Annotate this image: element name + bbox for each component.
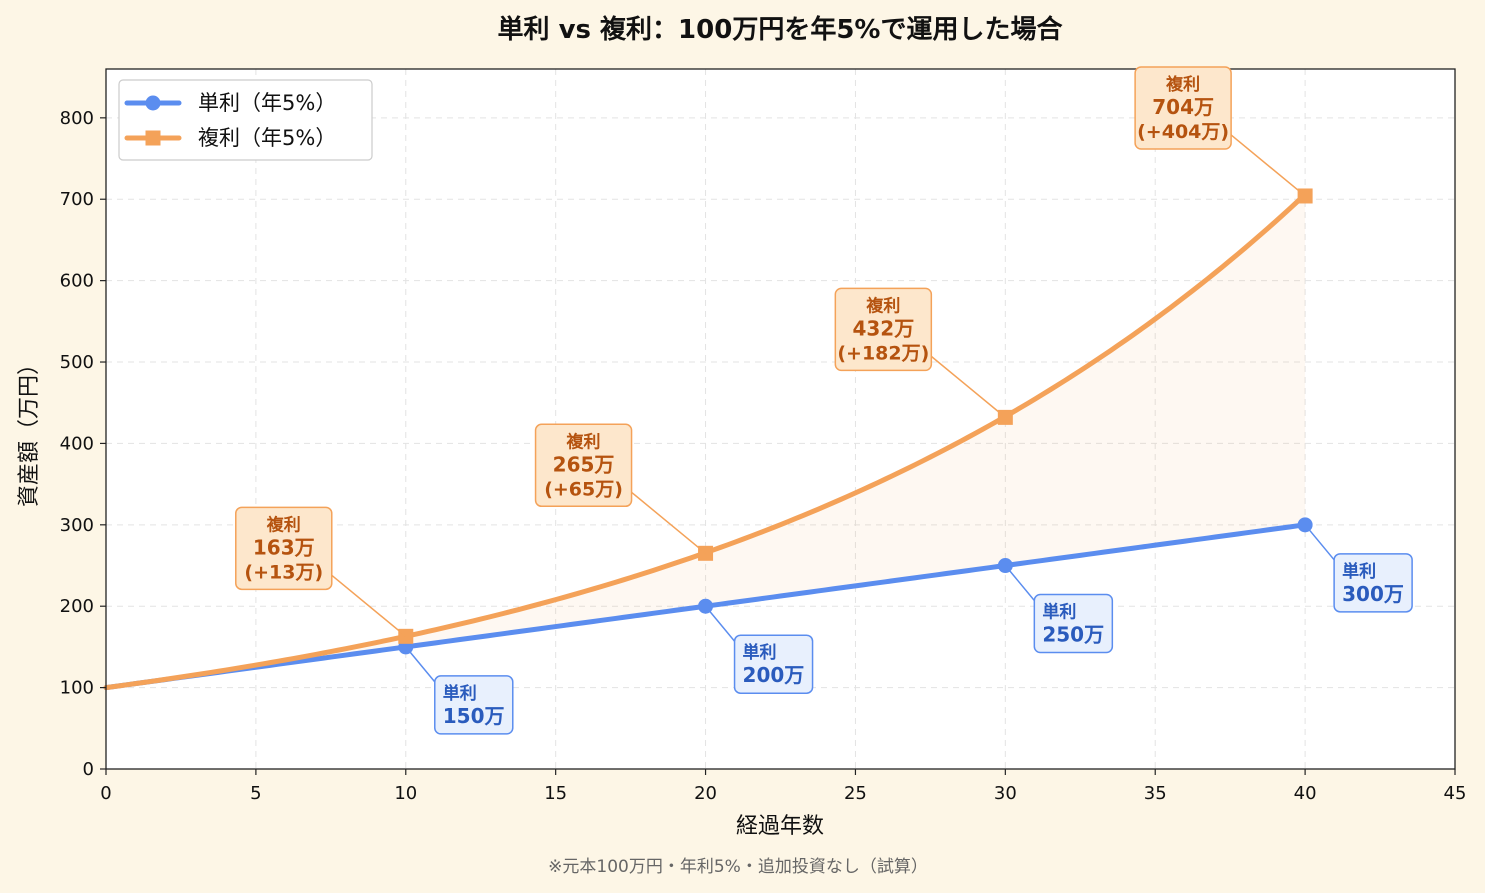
simple-annotation-box	[733, 634, 814, 694]
compound-annotation-connector	[930, 355, 1006, 418]
x-tick-label: 25	[844, 783, 867, 804]
simple-annotation-connector	[1004, 565, 1035, 601]
y-tick-label: 700	[60, 189, 94, 210]
x-tick-label: 30	[994, 783, 1017, 804]
compound-annotation-box	[235, 506, 333, 591]
annotation-value-label: 704万	[1152, 95, 1214, 119]
x-tick-label: 45	[1444, 783, 1467, 804]
annotation-value-label: 432万	[852, 316, 914, 340]
simple-annotation-connector	[704, 605, 736, 642]
annotation-diff-label: (+65万)	[544, 478, 623, 500]
simple-annotation-connector	[1304, 524, 1335, 561]
x-axis-label: 経過年数	[736, 814, 824, 839]
legend-simple-marker	[145, 95, 161, 111]
chart-title: 単利 vs 複利：100万円を年5%で運用した場合	[498, 14, 1064, 45]
annotation-diff-label: (+182万)	[837, 342, 929, 364]
legend-compound-marker	[145, 130, 161, 146]
x-tick-label: 20	[694, 783, 717, 804]
legend-box	[118, 79, 373, 161]
legend-label-simple: 単利（年5%）	[198, 91, 336, 115]
annotation-value-label: 163万	[253, 535, 315, 559]
annotation-series-label: 複利	[865, 295, 900, 316]
y-tick-label: 0	[83, 759, 94, 780]
y-axis-label: 資産額（万円）	[17, 353, 42, 507]
y-tick-label: 800	[60, 108, 94, 129]
footnote: ※元本100万円・年利5%・追加投資なし（試算）	[548, 857, 928, 877]
y-tick-label: 200	[60, 596, 94, 617]
annotation-series-label: 単利	[743, 642, 777, 663]
compound-annotation-box	[534, 423, 633, 508]
legend: 単利（年5%） 複利（年5%）	[118, 79, 373, 161]
plot-frame	[105, 68, 1456, 770]
legend-label-compound: 複利（年5%）	[198, 126, 336, 150]
y-tick-label: 600	[60, 271, 94, 292]
y-tick-label: 300	[60, 515, 94, 536]
annotation-diff-label: (+13万)	[244, 561, 323, 583]
x-tick-label: 5	[250, 783, 261, 804]
y-tick-label: 500	[60, 352, 94, 373]
annotation-value-label: 265万	[553, 452, 615, 476]
compound-annotation-connector	[331, 574, 407, 637]
annotation-value-label: 200万	[743, 663, 805, 687]
annotation-series-label: 複利	[266, 514, 301, 535]
annotation-diff-label: (+404万)	[1137, 121, 1229, 143]
simple-annotation-box	[1333, 553, 1413, 613]
annotation-value-label: 150万	[443, 704, 505, 728]
compound-annotation-connector	[1230, 134, 1306, 197]
compound-annotation-connector	[631, 491, 707, 554]
simple-annotation-connector	[405, 646, 436, 683]
x-tick-label: 35	[1144, 783, 1167, 804]
y-tick-label: 400	[60, 433, 94, 454]
x-tick-label: 10	[394, 783, 417, 804]
x-tick-label: 40	[1294, 783, 1317, 804]
y-tick-label: 100	[60, 678, 94, 699]
annotation-value-label: 250万	[1042, 623, 1104, 647]
annotation-value-label: 300万	[1342, 582, 1404, 606]
annotation-series-label: 単利	[443, 683, 477, 704]
x-tick-label: 15	[544, 783, 567, 804]
compound-annotation-box	[834, 287, 933, 372]
compound-annotation-box	[1134, 66, 1232, 150]
annotation-series-label: 単利	[1042, 602, 1076, 623]
annotation-series-label: 複利	[566, 431, 601, 452]
simple-annotation-box	[1033, 593, 1114, 654]
annotation-series-label: 単利	[1342, 561, 1376, 582]
x-tick-label: 0	[100, 783, 111, 804]
simple-annotation-box	[434, 675, 514, 735]
annotation-series-label: 複利	[1165, 74, 1200, 95]
